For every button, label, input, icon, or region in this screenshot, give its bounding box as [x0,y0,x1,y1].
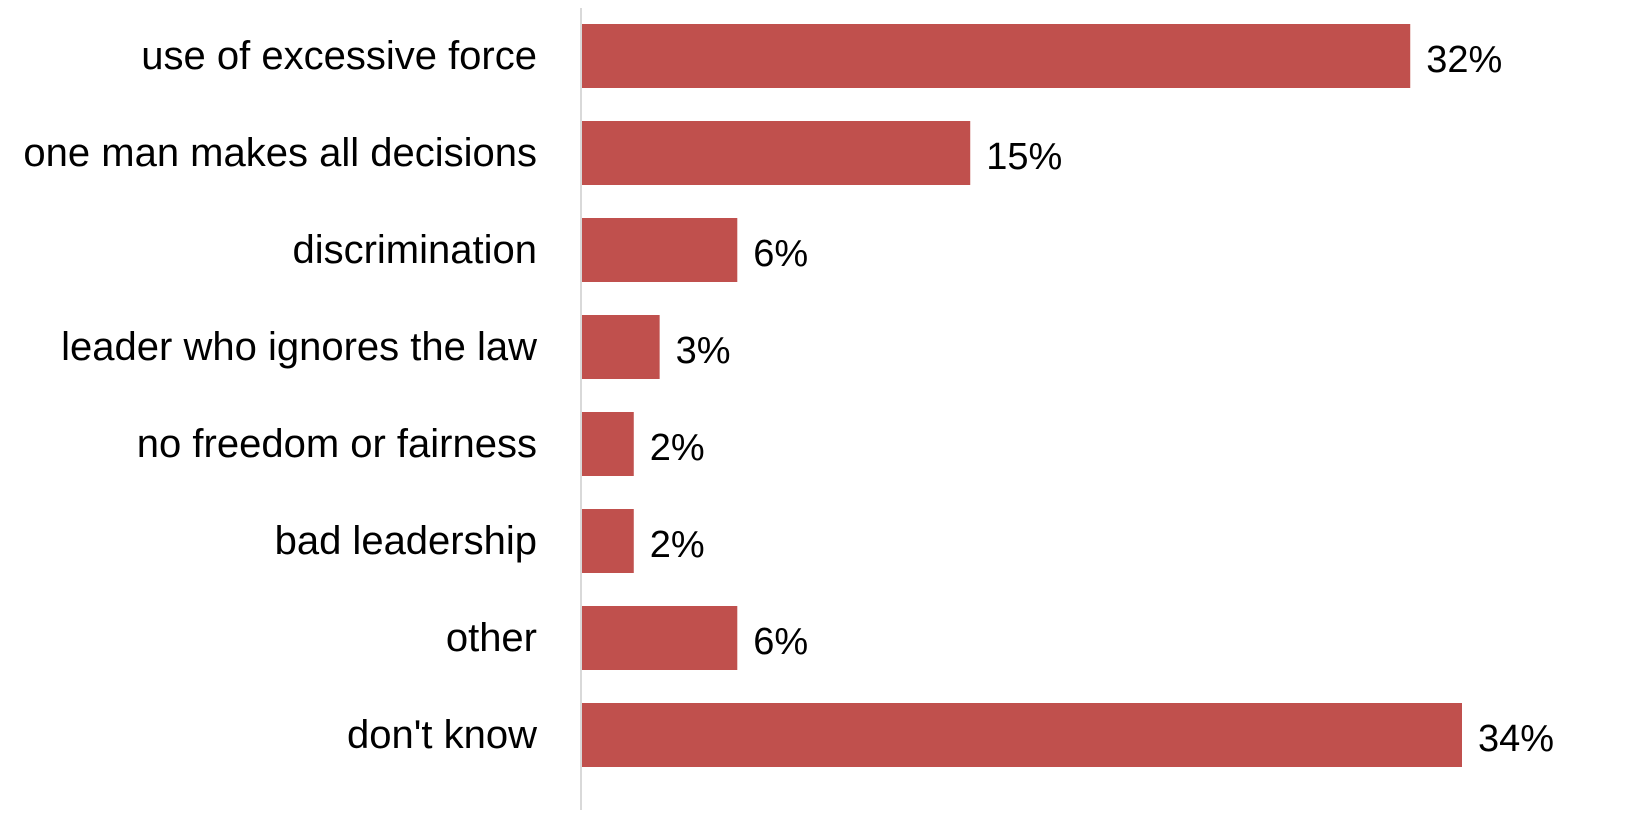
bar [582,412,634,476]
category-label: bad leadership [275,519,537,563]
data-label: 6% [753,621,808,663]
data-label: 32% [1426,39,1502,81]
data-label: 2% [650,524,705,566]
bar [582,24,1411,88]
category-label: other [446,616,537,660]
bar [582,509,634,573]
bar [582,218,738,282]
bars-layer [582,24,1462,767]
bar [582,703,1462,767]
category-label: no freedom or fairness [137,422,537,466]
category-label: discrimination [292,228,537,272]
data-label: 6% [753,233,808,275]
data-label: 34% [1478,718,1554,760]
labels-layer: use of excessive force 32% one man makes a… [23,34,1554,760]
category-label: leader who ignores the law [61,325,537,369]
category-label: use of excessive force [141,34,537,78]
data-label: 15% [986,136,1062,178]
category-label: one man makes all decisions [23,131,537,175]
bar [582,315,660,379]
data-label: 2% [650,427,705,469]
bar [582,606,738,670]
bar [582,121,971,185]
data-label: 3% [676,330,731,372]
category-label: don't know [347,713,537,757]
